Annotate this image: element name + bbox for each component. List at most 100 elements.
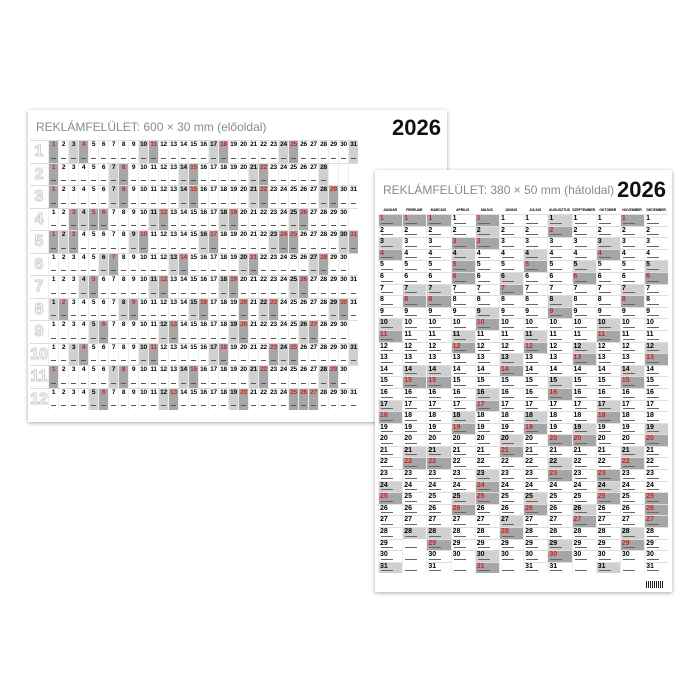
day-cell: 22 (498, 457, 524, 470)
day-cell: 15 (188, 298, 198, 320)
day-cell: 20 (238, 253, 248, 275)
day-cell: 19 (228, 276, 238, 298)
day-cell: 5 (88, 163, 98, 185)
day-cell: 12 (378, 341, 403, 354)
day-cell: 17 (402, 399, 427, 412)
day-cell: 27 (308, 163, 318, 185)
front-month-row: 3 1 2 3 4 5 6 7 8 9 10 11 12 13 14 15 16 17 18 19 20 21 22 23 24… (30, 185, 358, 208)
month-number: 9 (34, 323, 44, 341)
day-cell: 20 (238, 366, 248, 388)
day-cell: 15 (188, 231, 198, 253)
day-cell: 31 (348, 298, 358, 320)
day-cell: 5 (88, 186, 98, 208)
day-cell: 20 (426, 434, 451, 446)
day-cell: 26 (498, 503, 524, 516)
day-cell: 13 (378, 353, 403, 365)
day-cell: 21 (619, 445, 645, 458)
day-cell: 15 (188, 343, 198, 365)
day-cell: 2 (426, 225, 451, 238)
day-cell: 4 (78, 253, 88, 275)
back-day-row: 31 31 31 31 31 31 31 (378, 561, 669, 574)
day-cell: 22 (258, 163, 268, 185)
day-cell: 5 (426, 260, 451, 272)
day-cell: 4 (571, 248, 596, 261)
day-cell: 4 (498, 248, 524, 261)
day-cell: 8 (118, 186, 128, 208)
day-cell: 2 (58, 343, 68, 365)
day-cell: 20 (619, 434, 645, 446)
day-cell: 17 (208, 298, 218, 320)
day-cell: 27 (571, 515, 596, 528)
day-cell: 16 (619, 387, 645, 400)
day-cell: 31 (348, 141, 358, 163)
day-cell: 22 (644, 457, 669, 470)
day-cell: 22 (523, 457, 548, 470)
day-cell: 16 (571, 387, 596, 400)
day-cell: 8 (118, 276, 128, 298)
day-cell: 12 (158, 208, 168, 230)
day-cell: 31 (474, 561, 499, 574)
day-cell: 21 (248, 253, 258, 275)
day-cell: 14 (178, 141, 188, 163)
day-cell: 16 (198, 343, 208, 365)
day-cell: 4 (402, 248, 427, 261)
day-cell: 28 (318, 186, 328, 208)
day-cell: 1 (48, 163, 58, 185)
day-cell: 13 (450, 353, 475, 365)
day-cell: 14 (178, 298, 188, 320)
day-cell: 8 (595, 295, 620, 307)
day-cell: 14 (450, 364, 475, 377)
back-day-row: 19 19 19 19 19 19 19 19 19 19 19 19 (378, 422, 669, 435)
month-number: 5 (34, 233, 44, 251)
day-cell: 9 (450, 306, 475, 319)
day-cell: 10 (138, 276, 148, 298)
day-cell: 16 (402, 387, 427, 400)
day-cell: 17 (426, 399, 451, 412)
day-cell: 19 (498, 422, 524, 435)
day-cell: 19 (228, 366, 238, 388)
day-cell: 1 (48, 276, 58, 298)
back-day-row: 18 18 18 18 18 18 18 18 18 18 18 18 (378, 411, 669, 423)
day-cell: 27 (308, 253, 318, 275)
day-cell: 26 (619, 503, 645, 516)
day-cell: 7 (450, 283, 475, 296)
day-cell: 8 (118, 253, 128, 275)
day-cell: 27 (426, 515, 451, 528)
day-cell (338, 163, 348, 185)
day-cell: 29 (523, 538, 548, 551)
day-cell: 11 (148, 163, 158, 185)
day-cell: 26 (298, 253, 308, 275)
day-cell (348, 253, 358, 275)
day-cell: 29 (426, 538, 451, 551)
day-cell: 12 (619, 341, 645, 354)
day-cell: 1 (619, 214, 645, 226)
day-cell: 20 (238, 388, 248, 410)
back-day-row: 25 25 25 25 25 25 25 25 25 25 25 25 (378, 492, 669, 504)
day-cell: 25 (288, 253, 298, 275)
day-cell: 25 (288, 163, 298, 185)
day-cell: 19 (450, 422, 475, 435)
day-cell: 27 (308, 231, 318, 253)
month-header: NOVEMBER (622, 208, 642, 212)
day-cell: 24 (278, 163, 288, 185)
day-cell: 9 (619, 306, 645, 319)
day-cell: 7 (644, 283, 669, 296)
day-cell: 5 (88, 276, 98, 298)
day-cell: 18 (218, 343, 228, 365)
day-cell: 16 (198, 298, 208, 320)
day-cell: 13 (168, 321, 178, 343)
day-cell: 19 (228, 298, 238, 320)
back-day-row: 10 10 10 10 10 10 10 10 10 10 10 10 (378, 318, 669, 330)
day-cell: 30 (338, 343, 348, 365)
day-cell: 28 (318, 163, 328, 185)
day-cell: 3 (547, 237, 572, 249)
day-cell: 11 (426, 329, 451, 342)
day-cell: 26 (547, 503, 572, 516)
day-cell: 6 (402, 271, 427, 284)
day-cell: 22 (402, 457, 427, 470)
day-cell: 29 (328, 231, 338, 253)
day-cell: 2 (58, 231, 68, 253)
day-cell: 26 (474, 503, 499, 516)
day-cell: 8 (118, 343, 128, 365)
